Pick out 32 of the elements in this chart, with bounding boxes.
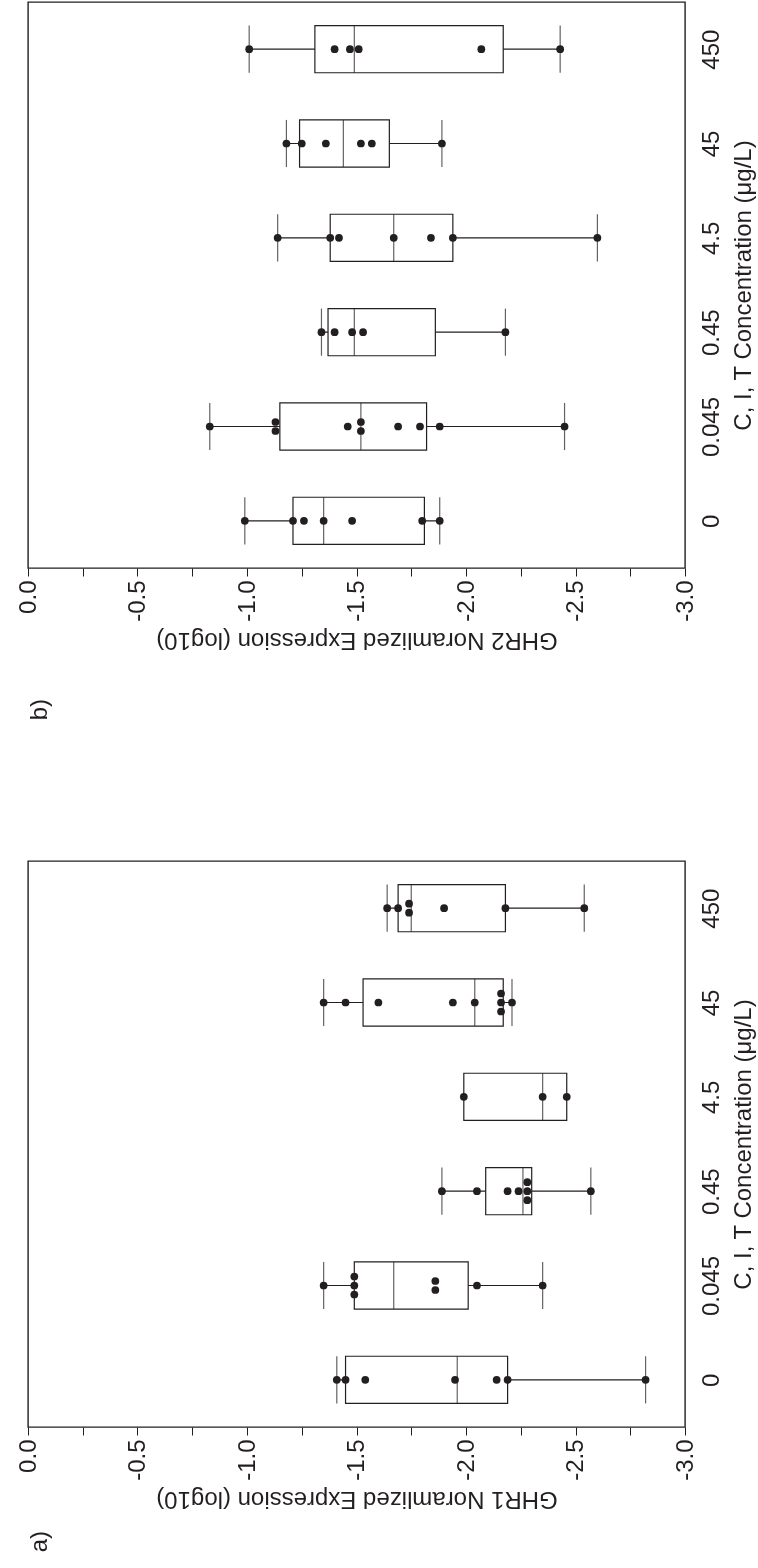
y-tick-label: 0.45 [696,1168,724,1216]
x-axis-title: GHR2 Noramlized Expression (log10) [156,627,558,655]
y-tick-label: 450 [696,888,724,929]
y-tick-label: 4.5 [696,221,724,256]
y-axis-title: C, I, T Concentration (μg/L) [728,999,756,1290]
x-tick-label: -3.0 [670,1439,698,1481]
y-tick-label: 45 [696,989,724,1017]
x-tick-label: -1.0 [232,1439,260,1481]
x-axis-title: GHR1 Noramlized Expression (log10) [156,1486,558,1514]
x-tick-label: -0.5 [123,1439,150,1481]
text: a) [25,1531,52,1553]
text: b) [25,699,52,721]
y-tick-label: 0.045 [696,396,724,458]
y-tick-label: 450 [696,29,724,70]
x-tick-label: -3.0 [670,580,698,622]
x-tick-label: -1.0 [232,580,260,622]
x-tick-label: 0.0 [13,1439,41,1473]
y-tick-label: 0.045 [696,1255,724,1317]
y-tick-label: 0.45 [696,309,724,357]
y-tick-label: 4.5 [696,1080,724,1115]
x-tick-label: -1.5 [342,580,369,622]
x-tick-label: -1.5 [342,1439,369,1481]
y-tick-label: 0 [696,1373,724,1388]
x-tick-label: -2.5 [561,1439,588,1481]
y-tick-label: 45 [696,130,724,158]
x-tick-label: -2.0 [451,1439,479,1481]
x-tick-label: -0.5 [123,580,150,622]
x-tick-label: 0.0 [13,580,41,614]
y-axis-title: C, I, T Concentration (μg/L) [728,140,756,431]
x-tick-label: -2.5 [561,580,588,622]
y-tick-label: 0 [696,514,724,529]
x-tick-label: -2.0 [451,580,479,622]
